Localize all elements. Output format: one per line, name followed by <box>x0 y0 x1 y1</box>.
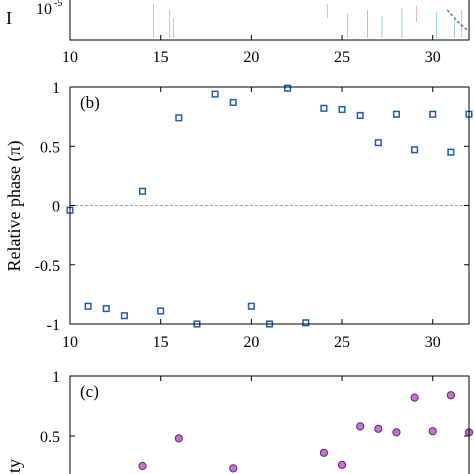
panel-a-y-tick-label: 10 <box>36 1 52 18</box>
panel-b-x-tick-label: 15 <box>153 334 169 351</box>
panel-b-y-tick-label: 0.5 <box>40 139 60 156</box>
panel-b-point <box>392 110 401 118</box>
panel-b-y-tick-label: 1 <box>52 80 60 97</box>
panel-a-trace-dashed <box>446 9 468 31</box>
panel-b-y-axis-label: Relative phase (π) <box>4 140 25 271</box>
panel-c-frame <box>69 375 470 474</box>
panel-a-frame <box>69 0 470 41</box>
panel-b-label: (b) <box>80 93 100 112</box>
panel-b-point <box>284 84 292 92</box>
panel-c-point <box>392 428 401 437</box>
panel-a-x-tick-label: 15 <box>153 49 169 66</box>
panel-b-point <box>429 110 437 118</box>
panel-b-point <box>338 105 346 114</box>
panel-a: 10 15 20 25 30 10 -5 I <box>6 0 470 66</box>
panel-a-x-ticks: 10 15 20 25 30 <box>62 35 441 66</box>
panel-c-label: (c) <box>80 382 99 401</box>
panel-b-x-tick-label: 25 <box>334 334 350 351</box>
panel-c-point <box>374 424 383 433</box>
panel-b-point <box>302 319 310 327</box>
panel-b-y-tick-label: -1 <box>47 317 60 334</box>
panel-c-y-tick-label: 1 <box>52 369 60 386</box>
panel-c-point <box>174 434 183 443</box>
panel-a-x-tick-label: 25 <box>334 49 350 66</box>
panel-b-point <box>229 98 237 106</box>
panel-a-y-tick-exponent: -5 <box>54 0 62 9</box>
panel-c-ticks: 0.51 <box>40 369 469 446</box>
panel-b-point <box>411 146 419 154</box>
panel-b-ticks: 10 15 20 25 30 -1 -0.5 0 0.5 1 <box>35 80 469 351</box>
panel-a-x-tick-label: 30 <box>425 49 441 66</box>
panel-c-point <box>229 464 238 473</box>
panel-b-point <box>247 302 255 310</box>
panel-c-point <box>428 427 437 436</box>
panel-c-point <box>356 422 365 431</box>
panel-b-point <box>157 307 165 315</box>
panel-b-point <box>138 187 147 195</box>
panel-b-point <box>175 114 183 122</box>
panel-c-point <box>337 460 347 469</box>
panel-b-point <box>211 90 219 98</box>
panel-c: 0.51 (c) ity <box>4 369 474 474</box>
panel-b-point <box>320 104 328 112</box>
panel-c-y-tick-label: 0.5 <box>40 429 60 446</box>
panel-b-y-tick-label: -0.5 <box>35 258 60 275</box>
panel-a-x-tick-label: 10 <box>62 49 78 66</box>
panel-b-point <box>447 148 455 156</box>
panel-a-x-tick-label: 20 <box>243 49 259 66</box>
panel-b-y-tick-label: 0 <box>52 199 60 216</box>
panel-b-point <box>120 312 128 320</box>
panel-b-point <box>374 139 382 147</box>
panel-b-frame <box>69 86 470 325</box>
panel-c-point <box>138 461 147 471</box>
panel-a-y-axis-label: I <box>6 8 12 28</box>
panel-b-point <box>102 305 110 313</box>
panel-c-points <box>138 391 474 473</box>
panel-b-x-tick-label: 10 <box>62 334 78 351</box>
panel-b-x-tick-label: 20 <box>243 334 259 351</box>
panel-b: 10 15 20 25 30 -1 -0.5 0 0.5 1 (b) Relative phase… <box>4 80 473 351</box>
panel-b-point <box>356 111 364 119</box>
panel-c-point <box>410 393 419 402</box>
panel-b-point <box>84 302 92 310</box>
panel-b-points <box>66 84 473 328</box>
panel-a-traces <box>153 4 468 38</box>
panel-c-y-axis-label: ity <box>4 459 24 474</box>
panel-b-x-tick-label: 30 <box>425 334 441 351</box>
panel-c-point <box>319 448 329 457</box>
panel-c-point <box>446 391 455 400</box>
